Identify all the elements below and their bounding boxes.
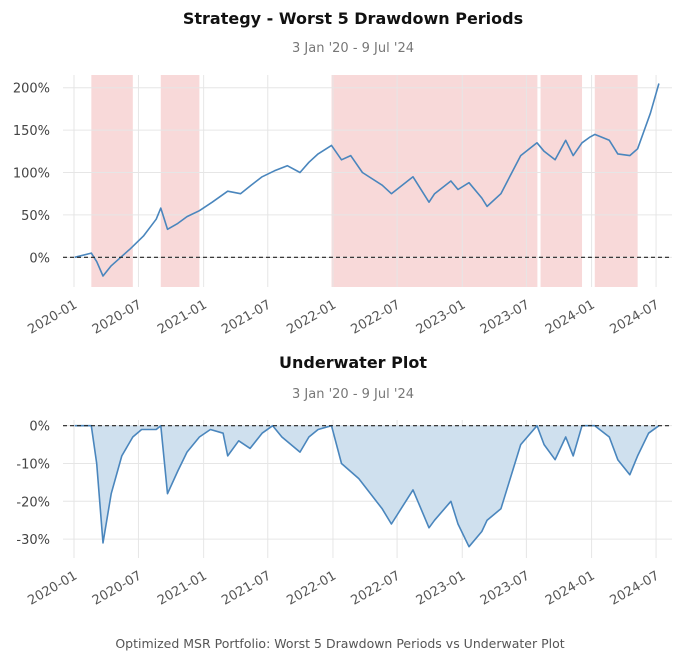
drawdown-period-5 [594,75,638,287]
y-tick-label-3: 150% [13,124,50,139]
figure-caption: Optimized MSR Portfolio: Worst 5 Drawdow… [115,636,564,651]
x-tick-label-8: 2024-01 [543,297,598,337]
y-tick-label-2: -20% [16,495,50,510]
x-tick-label-4: 2022-01 [284,568,339,608]
x-tick-label-3: 2021-07 [219,297,274,337]
x-tick-label-1: 2020-07 [90,297,145,337]
x-tick-label-8: 2024-01 [543,568,598,608]
x-tick-label-5: 2022-07 [349,297,404,337]
series-line-0 [74,83,660,277]
x-tick-label-5: 2022-07 [349,568,404,608]
drawdown-period-2 [160,75,200,287]
x-tick-label-2: 2021-01 [155,568,210,608]
strategy-chart: Strategy - Worst 5 Drawdown Periods 3 Ja… [13,9,672,338]
underwater-chart-title: Underwater Plot [279,353,427,372]
underwater-area [74,425,659,547]
x-tick-labels: 2020-01 2020-07 2021-01 2021-07 2022-01 2022-… [25,568,662,608]
drawdown-period-3 [331,75,538,287]
y-tick-label-1: -10% [16,457,50,472]
x-tick-label-6: 2023-01 [414,568,469,608]
y-tick-labels: 0% -10% -20% -30% [16,420,50,548]
x-tick-label-3: 2021-07 [219,568,274,608]
x-tick-label-9: 2024-07 [608,568,663,608]
x-tick-labels: 2020-01 2020-07 2021-01 2021-07 2022-01 2022-… [25,297,662,337]
series-line-0 [74,424,660,548]
y-tick-label-3: -30% [16,533,50,548]
x-tick-label-0: 2020-01 [25,568,80,608]
y-tick-label-1: 50% [21,209,50,224]
strategy-chart-title: Strategy - Worst 5 Drawdown Periods [183,9,523,28]
x-tick-label-1: 2020-07 [90,568,145,608]
drawdown-period-1 [91,75,133,287]
strategy-chart-subtitle: 3 Jan '20 - 9 Jul '24 [292,41,414,56]
series [63,83,672,277]
x-tick-label-6: 2023-01 [414,297,469,337]
underwater-chart-subtitle: 3 Jan '20 - 9 Jul '24 [292,387,414,402]
y-tick-label-0: 0% [29,251,50,266]
x-tick-label-2: 2021-01 [155,297,210,337]
y-tick-label-4: 200% [13,82,50,97]
x-tick-label-7: 2023-07 [478,568,533,608]
y-tick-label-2: 100% [13,167,50,182]
x-tick-label-9: 2024-07 [608,297,663,337]
drawdown-period-4 [540,75,583,287]
y-tick-label-0: 0% [29,420,50,435]
y-tick-labels: 0% 50% 100% 150% 200% [13,82,50,267]
grid [63,75,672,287]
drawdown-shades [91,75,638,287]
x-tick-label-0: 2020-01 [25,297,80,337]
x-tick-label-7: 2023-07 [478,297,533,337]
series [63,424,672,548]
x-tick-label-4: 2022-01 [284,297,339,337]
underwater-chart: Underwater Plot 3 Jan '20 - 9 Jul '24 0%… [16,353,672,609]
